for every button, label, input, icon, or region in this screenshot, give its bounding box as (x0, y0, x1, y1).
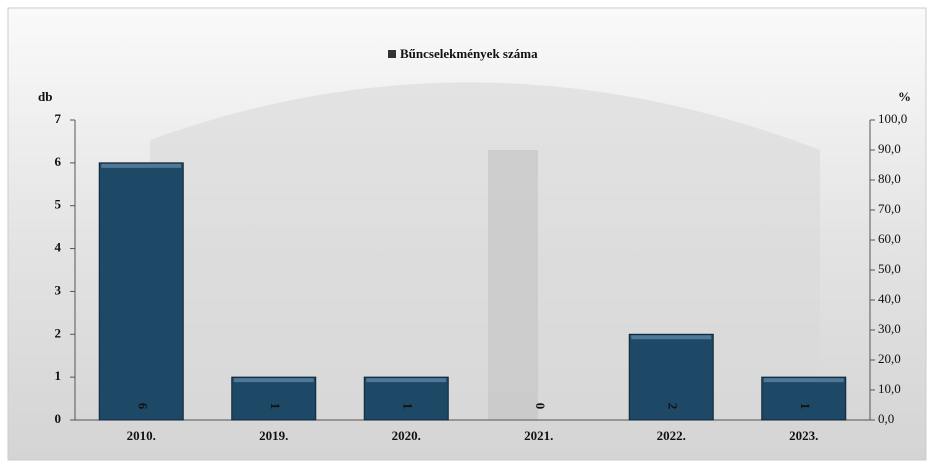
data-label: 1 (400, 403, 415, 410)
y-tick-label: 2 (55, 325, 62, 340)
x-tick-label: 2019. (259, 428, 288, 443)
y-tick-label: 7 (55, 111, 62, 126)
data-label: 6 (135, 403, 150, 410)
y-axis-label: db (38, 89, 52, 104)
y2-tick-label: 70,0 (878, 201, 901, 216)
y-tick-label: 1 (55, 368, 62, 383)
x-tick-label: 2020. (392, 428, 421, 443)
legend-label: Bűncselekmények száma (400, 46, 538, 61)
y2-tick-label: 30,0 (878, 321, 901, 336)
y2-tick-label: 40,0 (878, 291, 901, 306)
y2-tick-label: 10,0 (878, 381, 901, 396)
y-tick-label: 6 (55, 154, 62, 169)
y-tick-label: 4 (55, 240, 62, 255)
bar-highlight (631, 335, 712, 340)
bar (98, 162, 184, 421)
building-backdrop (150, 82, 820, 421)
y2-tick-label: 90,0 (878, 141, 901, 156)
y2-tick-label: 60,0 (878, 231, 901, 246)
y2-tick-label: 80,0 (878, 171, 901, 186)
y2-tick-label: 0,0 (878, 411, 894, 426)
legend-swatch (388, 50, 396, 58)
bar (363, 376, 449, 421)
data-label: 1 (798, 403, 813, 410)
data-label: 1 (268, 403, 283, 410)
x-tick-label: 2023. (789, 428, 818, 443)
bar-highlight (233, 378, 314, 383)
y2-axis-label: % (898, 89, 911, 104)
x-tick-label: 2021. (524, 428, 553, 443)
y2-tick-label: 100,0 (878, 111, 907, 126)
data-label: 2 (665, 403, 680, 410)
data-label: 0 (533, 403, 548, 410)
y-tick-label: 5 (55, 197, 62, 212)
bar-highlight (366, 378, 447, 383)
y2-tick-label: 50,0 (878, 261, 901, 276)
bar (761, 376, 847, 421)
x-tick-label: 2022. (657, 428, 686, 443)
bar (231, 376, 317, 421)
bar-highlight (101, 163, 182, 168)
building-tower (488, 150, 538, 420)
x-tick-label: 2010. (127, 428, 156, 443)
y-tick-label: 3 (55, 282, 62, 297)
bar-highlight (763, 378, 844, 383)
bar (628, 333, 714, 421)
y2-tick-label: 20,0 (878, 351, 901, 366)
y-tick-label: 0 (55, 411, 62, 426)
